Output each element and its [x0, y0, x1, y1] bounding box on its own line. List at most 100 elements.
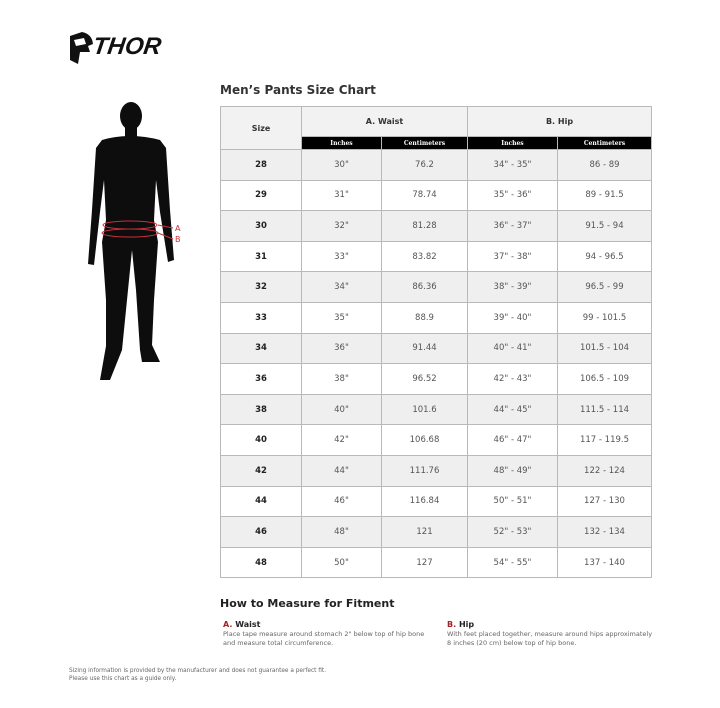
hip-cm-cell: 127 - 130	[557, 485, 652, 518]
size-cell: 34	[220, 332, 302, 365]
size-cell: 31	[220, 240, 302, 273]
waist-inches-cell: 34"	[301, 271, 382, 303]
table-row: 30 32" 81.28 36" - 37" 91.5 - 94	[220, 210, 652, 242]
waist-inches-cell: 46"	[301, 485, 382, 518]
hip-cm-cell: 96.5 - 99	[557, 271, 652, 303]
waist-inches-cell: 31"	[301, 179, 382, 212]
hip-text: With feet placed together, measure aroun…	[447, 630, 653, 647]
waist-cm-cell: 88.9	[381, 301, 468, 334]
table-row: 34 36" 91.44 40" - 41" 101.5 - 104	[220, 332, 652, 365]
hip-header: B. Hip	[467, 106, 652, 137]
hip-letter: B.	[447, 620, 457, 629]
waist-inches-cell: 50"	[301, 546, 382, 579]
size-cell: 36	[220, 363, 302, 395]
hip-inches-cell: 40" - 41"	[467, 332, 558, 365]
how-to-title: How to Measure for Fitment	[220, 597, 395, 610]
size-cell: 29	[220, 179, 302, 212]
waist-cm-cell: 83.82	[381, 240, 468, 273]
table-row: 28 30" 76.2 34" - 35" 86 - 89	[220, 149, 652, 181]
size-cell: 44	[220, 485, 302, 518]
waist-inches-cell: 44"	[301, 454, 382, 487]
size-chart-table: Size A. Waist B. Hip Inches Centimeters …	[220, 106, 652, 579]
hip-instructions: B. Hip With feet placed together, measur…	[447, 619, 657, 648]
hip-inches-cell: 48" - 49"	[467, 454, 558, 487]
helmet-icon	[70, 32, 93, 64]
table-row: 44 46" 116.84 50" - 51" 127 - 130	[220, 485, 652, 518]
hip-cm-cell: 91.5 - 94	[557, 210, 652, 242]
size-cell: 30	[220, 210, 302, 242]
waist-inches-cell: 38"	[301, 363, 382, 395]
hip-cm-cell: 86 - 89	[557, 149, 652, 181]
hip-label: B	[175, 235, 181, 244]
body-silhouette: A B	[88, 102, 181, 380]
size-header: Size	[220, 106, 302, 150]
size-cell: 48	[220, 546, 302, 579]
hip-inches-cell: 54" - 55"	[467, 546, 558, 579]
table-row: 40 42" 106.68 46" - 47" 117 - 119.5	[220, 424, 652, 456]
subheader: Inches	[467, 136, 558, 150]
waist-letter: A.	[223, 620, 233, 629]
waist-cm-cell: 78.74	[381, 179, 468, 212]
waist-cm-cell: 116.84	[381, 485, 468, 518]
hip-cm-cell: 111.5 - 114	[557, 393, 652, 426]
hip-inches-cell: 36" - 37"	[467, 210, 558, 242]
waist-inches-cell: 30"	[301, 149, 382, 181]
thor-logo: THOR	[68, 30, 172, 66]
hip-cm-cell: 89 - 91.5	[557, 179, 652, 212]
table-row: 36 38" 96.52 42" - 43" 106.5 - 109	[220, 363, 652, 395]
hip-inches-cell: 38" - 39"	[467, 271, 558, 303]
hip-cm-cell: 99 - 101.5	[557, 301, 652, 334]
size-cell: 42	[220, 454, 302, 487]
hip-inches-cell: 39" - 40"	[467, 301, 558, 334]
hip-inches-cell: 42" - 43"	[467, 363, 558, 395]
waist-inches-cell: 40"	[301, 393, 382, 426]
hip-inches-cell: 44" - 45"	[467, 393, 558, 426]
table-row: 29 31" 78.74 35" - 36" 89 - 91.5	[220, 179, 652, 212]
waist-label: A	[175, 224, 181, 233]
waist-cm-cell: 96.52	[381, 363, 468, 395]
waist-cm-cell: 101.6	[381, 393, 468, 426]
subheader: Centimeters	[557, 136, 652, 150]
hip-inches-cell: 50" - 51"	[467, 485, 558, 518]
hip-cm-cell: 122 - 124	[557, 454, 652, 487]
table-row: 42 44" 111.76 48" - 49" 122 - 124	[220, 454, 652, 487]
hip-cm-cell: 132 - 134	[557, 516, 652, 548]
waist-inches-cell: 48"	[301, 516, 382, 548]
subheader: Centimeters	[381, 136, 468, 150]
hip-cm-cell: 117 - 119.5	[557, 424, 652, 456]
hip-inches-cell: 52" - 53"	[467, 516, 558, 548]
size-cell: 32	[220, 271, 302, 303]
subheader: Inches	[301, 136, 382, 150]
waist-cm-cell: 127	[381, 546, 468, 579]
table-row: 31 33" 83.82 37" - 38" 94 - 96.5	[220, 240, 652, 273]
hip-cm-cell: 101.5 - 104	[557, 332, 652, 365]
hip-cm-cell: 137 - 140	[557, 546, 652, 579]
size-cell: 40	[220, 424, 302, 456]
waist-name: Waist	[235, 620, 261, 629]
waist-inches-cell: 35"	[301, 301, 382, 334]
page-title: Men’s Pants Size Chart	[220, 83, 376, 97]
waist-inches-cell: 32"	[301, 210, 382, 242]
table-row: 38 40" 101.6 44" - 45" 111.5 - 114	[220, 393, 652, 426]
size-cell: 33	[220, 301, 302, 334]
waist-cm-cell: 76.2	[381, 149, 468, 181]
hip-inches-cell: 37" - 38"	[467, 240, 558, 273]
disclaimer-line: Please use this chart as a guide only.	[69, 676, 177, 682]
disclaimer-line: Sizing information is provided by the ma…	[69, 668, 327, 674]
hip-cm-cell: 106.5 - 109	[557, 363, 652, 395]
waist-text: Place tape measure around stomach 2" bel…	[223, 630, 425, 647]
waist-instructions: A. Waist Place tape measure around stoma…	[223, 619, 433, 648]
table-row: 46 48" 121 52" - 53" 132 - 134	[220, 516, 652, 548]
hip-name: Hip	[458, 620, 475, 629]
waist-inches-cell: 42"	[301, 424, 382, 456]
table-row: 48 50" 127 54" - 55" 137 - 140	[220, 546, 652, 579]
disclaimer: Sizing information is provided by the ma…	[69, 667, 326, 683]
hip-inches-cell: 34" - 35"	[467, 149, 558, 181]
size-cell: 46	[220, 516, 302, 548]
waist-inches-cell: 36"	[301, 332, 382, 365]
hip-inches-cell: 35" - 36"	[467, 179, 558, 212]
waist-header: A. Waist	[301, 106, 468, 137]
waist-cm-cell: 91.44	[381, 332, 468, 365]
size-cell: 28	[220, 149, 302, 181]
hip-cm-cell: 94 - 96.5	[557, 240, 652, 273]
